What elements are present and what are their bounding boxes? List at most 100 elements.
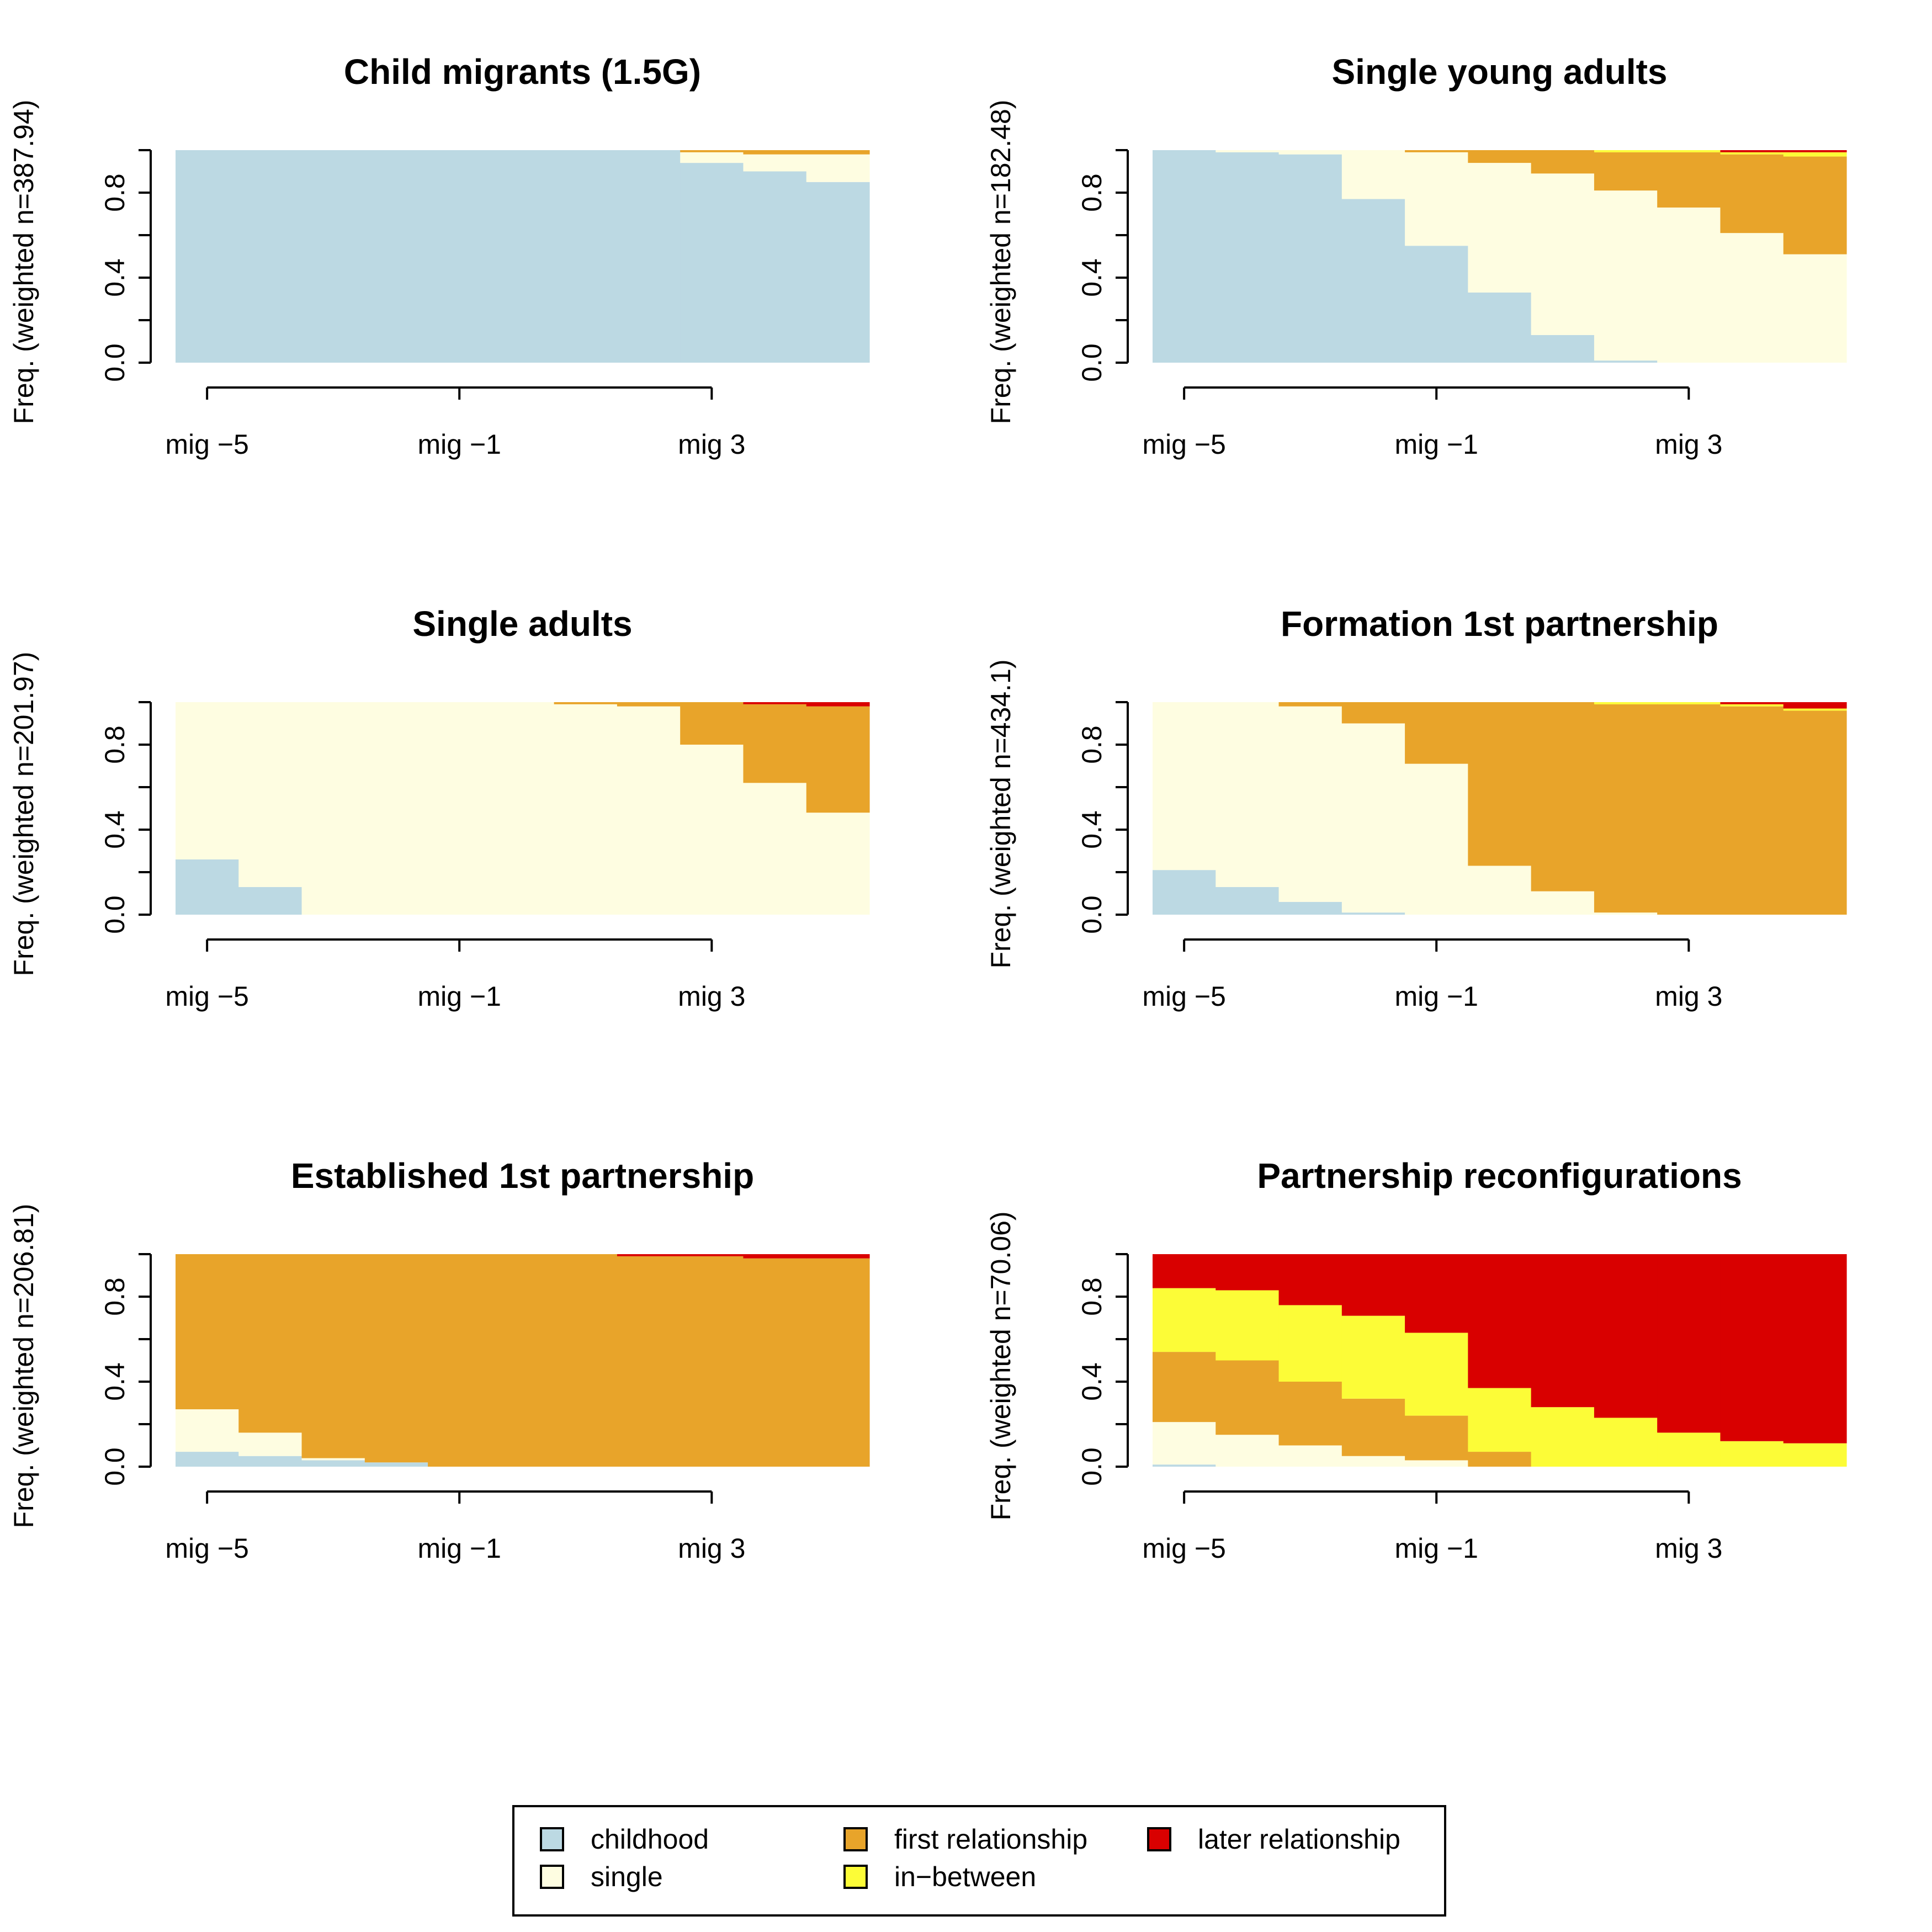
legend-swatch	[540, 1865, 564, 1889]
bar-segment	[238, 1456, 302, 1467]
bar-segment	[806, 1254, 870, 1259]
bar-segment	[1531, 1407, 1595, 1467]
bar-segment	[364, 1462, 428, 1467]
legend-item-childhood: childhood	[540, 1824, 709, 1855]
bar-segment	[617, 150, 681, 363]
bar-segment	[1531, 1254, 1595, 1408]
bar-segment	[364, 1254, 428, 1463]
bar-segment	[617, 706, 681, 915]
bar-segment	[1468, 1254, 1532, 1388]
bar-segment	[491, 150, 555, 363]
bar-segment	[806, 154, 870, 182]
x-tick-label: mig 3	[1655, 429, 1722, 460]
bar-segment	[743, 150, 807, 155]
x-tick-label: mig −5	[1142, 1533, 1225, 1564]
bar-segment	[1341, 1315, 1405, 1399]
bar-segment	[1216, 1435, 1280, 1467]
bar-segment	[1783, 254, 1847, 363]
bar-segment	[1405, 152, 1468, 246]
bar-segment	[1531, 702, 1595, 891]
bar-segment	[806, 702, 870, 707]
panel-1: Child migrants (1.5G) 0.0 0.4 0.8 Freq. (wei…	[8, 52, 870, 460]
bar-segment	[1153, 702, 1216, 871]
bar-segment	[1216, 1290, 1280, 1361]
x-tick-label: mig −5	[165, 429, 248, 460]
bar-segment	[1783, 156, 1847, 254]
bar-segment	[1341, 199, 1405, 363]
y-tick-label: 0.4	[99, 1362, 130, 1401]
bar-segment	[176, 859, 239, 915]
bar-segment	[1783, 708, 1847, 711]
panel-3: Single adults 0.0 0.4 0.8 Freq. (weighted n=…	[8, 604, 870, 1012]
bar-segment	[1405, 246, 1468, 363]
bar-segment	[1278, 702, 1342, 707]
bar-segment	[1216, 702, 1280, 887]
legend-label: single	[591, 1861, 663, 1892]
bar-segment	[1720, 1254, 1784, 1441]
bar-segment	[1153, 1254, 1216, 1288]
bar-segment	[680, 152, 744, 163]
legend-label: first relationship	[894, 1824, 1087, 1855]
x-tick-label: mig −1	[1394, 981, 1478, 1012]
y-tick-label: 0.0	[99, 343, 130, 382]
bar-segment	[1278, 1382, 1342, 1446]
x-tick-label: mig −1	[417, 981, 501, 1012]
panel-title: Formation 1st partnership	[1281, 604, 1718, 644]
bar-segment	[1341, 723, 1405, 913]
x-tick-label: mig −5	[1142, 981, 1225, 1012]
bar-segment	[1153, 150, 1216, 363]
legend-swatch	[843, 1865, 868, 1889]
y-tick-label: 0.0	[99, 895, 130, 934]
bar-segment	[1153, 870, 1216, 915]
bar-segment	[554, 150, 618, 363]
bar-segment	[1341, 912, 1405, 915]
bar-segment	[806, 706, 870, 813]
bar-segment	[806, 1258, 870, 1467]
bar-segment	[1405, 150, 1468, 152]
bar-segment	[1278, 706, 1342, 902]
bar-segment	[1341, 1398, 1405, 1456]
bar-segment	[743, 702, 807, 704]
legend-item-single: single	[540, 1861, 663, 1892]
x-tick-label: mig −1	[417, 1533, 501, 1564]
bar-segment	[1720, 152, 1784, 155]
bar-segment	[1341, 150, 1405, 199]
bar-segment	[301, 1458, 365, 1461]
y-axis-label: Freq. (weighted n=70.06)	[985, 1211, 1016, 1520]
bar-segment	[1594, 912, 1658, 915]
x-tick-label: mig −5	[165, 981, 248, 1012]
y-tick-label: 0.4	[1076, 258, 1107, 297]
bar-segment	[176, 702, 239, 859]
bar-segment	[1341, 1254, 1405, 1316]
bar-segment	[1594, 152, 1658, 191]
bar-segment	[1531, 150, 1595, 174]
bar-segment	[554, 1254, 618, 1467]
panel-title: Child migrants (1.5G)	[344, 52, 701, 92]
y-tick-label: 0.0	[1076, 1447, 1107, 1486]
legend-box	[512, 1805, 1446, 1917]
bar-segment	[238, 887, 302, 915]
panel-4: Formation 1st partnership 0.0 0.4 0.8 Freq. …	[985, 604, 1847, 1012]
bar-segment	[1468, 1452, 1532, 1467]
x-tick-label: mig 3	[678, 1533, 745, 1564]
bar-segment	[1594, 1254, 1658, 1418]
bar-segment	[1278, 901, 1342, 915]
x-tick-label: mig −1	[417, 429, 501, 460]
bar-segment	[1216, 150, 1280, 152]
y-tick-label: 0.8	[99, 1277, 130, 1316]
bar-segment	[680, 745, 744, 915]
bar-segment	[176, 1254, 239, 1410]
bar-segment	[1153, 1288, 1216, 1352]
bar-segment	[1153, 1352, 1216, 1423]
bar-segment	[1278, 150, 1342, 155]
legend-swatch	[1147, 1827, 1171, 1851]
y-axis-label: Freq. (weighted n=201.97)	[8, 652, 39, 976]
bar-segment	[1278, 1254, 1342, 1305]
bar-segment	[301, 1254, 365, 1458]
bar-segment	[1468, 866, 1532, 915]
bar-segment	[680, 702, 744, 745]
bar-segment	[1531, 891, 1595, 915]
bar-segment	[806, 182, 870, 363]
bar-segment	[1153, 1464, 1216, 1467]
y-tick-label: 0.4	[99, 258, 130, 297]
